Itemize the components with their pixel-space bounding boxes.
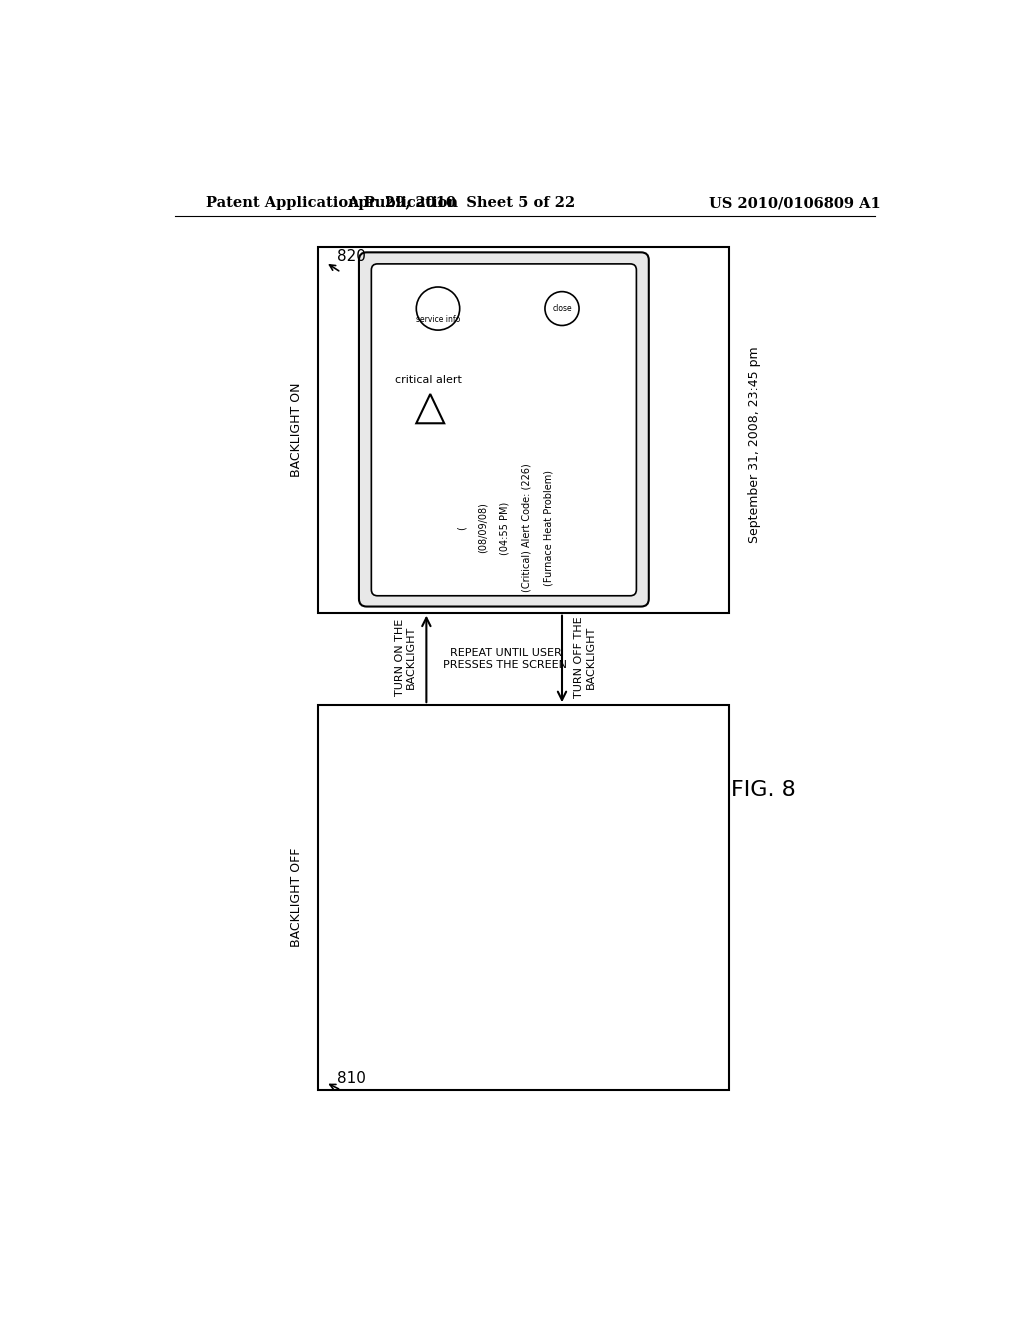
Ellipse shape xyxy=(417,286,460,330)
Text: US 2010/0106809 A1: US 2010/0106809 A1 xyxy=(709,197,881,210)
Text: September 31, 2008, 23:45 pm: September 31, 2008, 23:45 pm xyxy=(748,347,761,543)
Bar xyxy=(317,705,729,1090)
Text: TURN OFF THE
BACKLIGHT: TURN OFF THE BACKLIGHT xyxy=(574,616,596,698)
Polygon shape xyxy=(417,395,444,424)
FancyBboxPatch shape xyxy=(372,264,636,595)
Bar xyxy=(317,247,729,612)
Text: TURN ON THE
BACKLIGHT: TURN ON THE BACKLIGHT xyxy=(394,619,416,696)
Text: close: close xyxy=(552,304,571,313)
Text: FIG. 8: FIG. 8 xyxy=(731,780,796,800)
Text: Apr. 29, 2010  Sheet 5 of 22: Apr. 29, 2010 Sheet 5 of 22 xyxy=(347,197,575,210)
Text: 820: 820 xyxy=(337,249,367,264)
Text: (Furnace Heat Problem): (Furnace Heat Problem) xyxy=(543,470,553,586)
Text: critical alert: critical alert xyxy=(395,375,462,385)
Text: Patent Application Publication: Patent Application Publication xyxy=(206,197,458,210)
Text: (: ( xyxy=(457,527,466,529)
Text: REPEAT UNTIL USER
PRESSES THE SCREEN: REPEAT UNTIL USER PRESSES THE SCREEN xyxy=(443,648,567,669)
Text: BACKLIGHT OFF: BACKLIGHT OFF xyxy=(291,847,303,948)
Text: service info: service info xyxy=(416,315,460,323)
Text: BACKLIGHT ON: BACKLIGHT ON xyxy=(291,383,303,477)
Ellipse shape xyxy=(545,292,579,326)
Text: (Critical) Alert Code: (226): (Critical) Alert Code: (226) xyxy=(521,463,531,593)
Text: 810: 810 xyxy=(337,1071,367,1086)
FancyBboxPatch shape xyxy=(359,252,649,607)
Text: (08/09/08): (08/09/08) xyxy=(478,503,488,553)
Text: (04:55 PM): (04:55 PM) xyxy=(500,502,510,554)
